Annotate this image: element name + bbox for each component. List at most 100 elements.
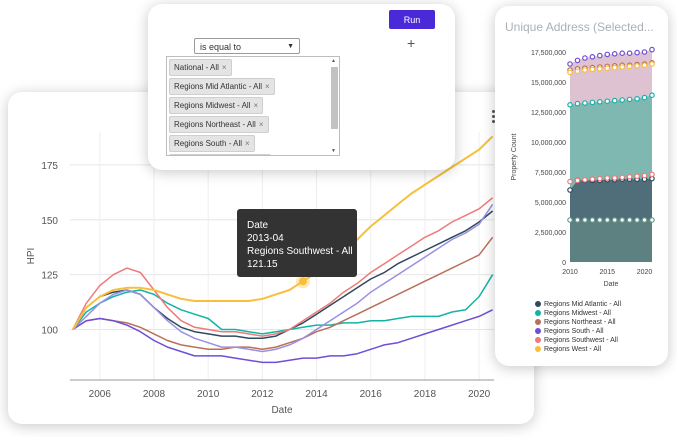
area-point[interactable]: [597, 99, 603, 105]
area-point[interactable]: [589, 99, 596, 106]
area-point[interactable]: [611, 64, 618, 71]
area-point[interactable]: [567, 187, 573, 193]
area-point[interactable]: [604, 65, 611, 72]
area-point[interactable]: [649, 61, 655, 67]
area-point[interactable]: [567, 61, 573, 67]
run-button[interactable]: Run: [389, 10, 435, 29]
filter-tag[interactable]: Regions Mid Atlantic - All ×: [169, 78, 275, 95]
area-point[interactable]: [567, 69, 573, 76]
filter-tag[interactable]: Regions Southwest - All×: [169, 154, 272, 155]
remove-tag-icon[interactable]: ×: [258, 120, 264, 129]
remove-tag-icon[interactable]: ×: [265, 82, 270, 91]
area-point[interactable]: [582, 55, 588, 61]
area-point[interactable]: [589, 217, 596, 223]
area-point[interactable]: [649, 46, 655, 53]
area-point[interactable]: [611, 175, 618, 181]
area-point[interactable]: [574, 217, 581, 223]
area-point[interactable]: [634, 217, 640, 223]
area-point[interactable]: [611, 97, 618, 104]
operator-select[interactable]: is equal to ▼: [194, 38, 300, 54]
tooltip-box: [237, 209, 357, 277]
area-point[interactable]: [604, 51, 611, 58]
area-point[interactable]: [582, 217, 588, 223]
caret-down-icon: ▼: [287, 43, 294, 50]
filter-tag[interactable]: Regions Midwest - All ×: [169, 97, 264, 114]
area-point[interactable]: [582, 100, 588, 106]
filter-tag[interactable]: Regions South - All ×: [169, 135, 255, 152]
area-point[interactable]: [626, 63, 633, 70]
series-line-regions-midwest-all[interactable]: [72, 274, 494, 335]
scrollbar[interactable]: ▲ ▼: [330, 58, 338, 154]
area-point[interactable]: [597, 217, 603, 223]
scrollbar-thumb[interactable]: [331, 67, 338, 129]
legend-item[interactable]: Regions West - All: [535, 345, 621, 354]
legend-item[interactable]: Regions Northeast - All: [535, 318, 621, 327]
series-line-regions-south-all[interactable]: [72, 309, 493, 364]
scroll-down-icon[interactable]: ▼: [331, 148, 336, 154]
area-point[interactable]: [604, 98, 611, 105]
area-point[interactable]: [589, 66, 596, 73]
area-point[interactable]: [597, 175, 603, 182]
scroll-up-icon[interactable]: ▲: [331, 58, 336, 64]
legend-item[interactable]: Regions Midwest - All: [535, 309, 621, 318]
area-point[interactable]: [589, 53, 596, 60]
add-filter-icon[interactable]: +: [407, 35, 416, 51]
area-point[interactable]: [597, 65, 603, 72]
area-point[interactable]: [619, 174, 626, 181]
area-point[interactable]: [619, 50, 626, 57]
series-line-regions-west-all[interactable]: [71, 135, 494, 331]
remove-tag-icon[interactable]: ×: [221, 63, 227, 72]
area-point[interactable]: [649, 217, 655, 223]
area-point[interactable]: [649, 92, 655, 99]
area-point[interactable]: [597, 52, 603, 59]
side-y-axis-title: Property Count: [511, 133, 518, 180]
tooltip-date: 2013-04: [247, 233, 284, 244]
side-y-tick-label: 17,500,000: [531, 50, 566, 57]
area-point[interactable]: [641, 172, 648, 179]
kebab-menu-icon[interactable]: [492, 110, 495, 125]
area-point[interactable]: [582, 67, 588, 73]
area-point[interactable]: [641, 62, 648, 69]
area-point[interactable]: [634, 62, 640, 69]
area-point[interactable]: [626, 217, 633, 223]
area-point[interactable]: [626, 174, 633, 180]
area-point[interactable]: [634, 96, 640, 102]
area-point[interactable]: [574, 57, 581, 64]
area-point[interactable]: [626, 50, 633, 57]
side-x-tick-label: 2010: [562, 269, 578, 276]
filter-tag[interactable]: Regions Northeast - All ×: [169, 116, 269, 133]
remove-tag-icon[interactable]: ×: [253, 101, 259, 110]
area-point[interactable]: [641, 94, 648, 101]
area-point[interactable]: [619, 64, 626, 70]
remove-tag-icon[interactable]: ×: [245, 139, 250, 148]
area-point[interactable]: [641, 217, 648, 223]
area-point[interactable]: [567, 178, 573, 185]
area-point[interactable]: [619, 97, 626, 103]
series-line-regions-northeast-all[interactable]: [72, 236, 494, 351]
area-point[interactable]: [582, 177, 588, 183]
area-point[interactable]: [574, 68, 581, 74]
value-multiselect[interactable]: National - All × Regions Mid Atlantic - Al…: [166, 56, 340, 156]
series-line-regions-southwest-all[interactable]: [72, 197, 494, 337]
area-point[interactable]: [611, 217, 618, 223]
area-point[interactable]: [626, 96, 633, 103]
area-point[interactable]: [634, 173, 640, 180]
area-point[interactable]: [634, 49, 640, 56]
area-point[interactable]: [567, 217, 573, 223]
legend-item[interactable]: Regions Mid Atlantic - All: [535, 300, 621, 309]
legend-item[interactable]: Regions South - All: [535, 327, 621, 336]
area-point[interactable]: [649, 171, 655, 178]
area-point[interactable]: [604, 175, 611, 181]
area-point[interactable]: [619, 217, 626, 223]
area-point[interactable]: [604, 217, 611, 223]
legend-item[interactable]: Regions Southwest - All: [535, 336, 621, 345]
area-point[interactable]: [589, 176, 596, 183]
filter-tag[interactable]: National - All ×: [169, 59, 232, 76]
area-point[interactable]: [611, 50, 618, 57]
hover-marker[interactable]: [298, 277, 307, 286]
area-point[interactable]: [574, 177, 581, 184]
series-line-national-all[interactable]: [72, 203, 494, 353]
area-point[interactable]: [641, 49, 648, 55]
area-point[interactable]: [574, 100, 581, 107]
area-point[interactable]: [567, 102, 573, 108]
